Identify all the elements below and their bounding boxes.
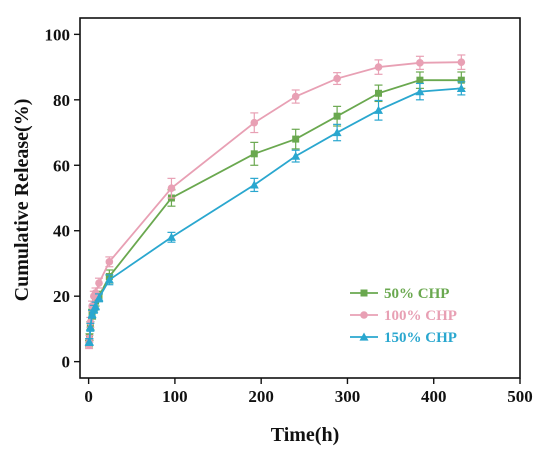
x-tick-label: 300 bbox=[335, 387, 361, 406]
data-point bbox=[416, 76, 424, 84]
legend-item-3: 150% CHP bbox=[350, 330, 457, 346]
series-line bbox=[88, 87, 462, 343]
data-point bbox=[456, 83, 466, 92]
data-point bbox=[457, 58, 466, 66]
data-point bbox=[457, 76, 465, 84]
x-axis-title: Time(h) bbox=[271, 424, 340, 446]
legend-marker bbox=[359, 332, 369, 341]
data-point bbox=[291, 151, 301, 160]
plot-area bbox=[84, 54, 466, 350]
x-tick-label: 100 bbox=[162, 387, 188, 406]
legend-label: 150% CHP bbox=[384, 330, 457, 346]
data-point bbox=[292, 135, 300, 143]
data-point bbox=[333, 112, 341, 120]
x-tick-label: 500 bbox=[507, 387, 533, 406]
data-point bbox=[250, 118, 259, 127]
data-point bbox=[416, 59, 424, 67]
data-point bbox=[104, 275, 114, 284]
legend-label: 50% CHP bbox=[384, 286, 449, 302]
legend-label: 100% CHP bbox=[384, 308, 457, 324]
y-tick-label: 0 bbox=[62, 353, 71, 372]
data-point bbox=[167, 184, 176, 192]
legend: 50% CHP 100% CHP 150% CHP bbox=[350, 286, 457, 346]
legend-marker bbox=[360, 311, 368, 319]
axes: 0 100 200 300 400 500 0 20 40 60 80 100 bbox=[45, 17, 533, 406]
data-point bbox=[94, 293, 104, 302]
plot-frame bbox=[79, 17, 521, 379]
data-point bbox=[91, 301, 101, 310]
data-point bbox=[374, 63, 383, 71]
data-point bbox=[415, 87, 425, 96]
data-point bbox=[374, 105, 384, 114]
data-point bbox=[375, 89, 383, 97]
data-point bbox=[250, 150, 258, 158]
data-point bbox=[249, 180, 259, 189]
y-tick-label: 80 bbox=[53, 91, 70, 110]
data-point bbox=[91, 289, 100, 297]
x-tick-label: 0 bbox=[84, 387, 93, 406]
series-line bbox=[88, 79, 462, 344]
x-tick-label: 200 bbox=[248, 387, 274, 406]
y-tick-label: 60 bbox=[53, 156, 70, 175]
series-line bbox=[88, 61, 462, 346]
y-tick-label: 40 bbox=[53, 222, 70, 241]
y-axis-title: Cumulative Release(%) bbox=[11, 99, 33, 302]
legend-marker bbox=[360, 289, 368, 297]
data-point bbox=[291, 92, 300, 101]
x-tick-label: 400 bbox=[421, 387, 447, 406]
y-tick-label: 20 bbox=[53, 287, 70, 306]
series-3 bbox=[84, 81, 466, 346]
data-point bbox=[166, 232, 176, 241]
legend-item-2: 100% CHP bbox=[350, 308, 457, 324]
data-point bbox=[95, 279, 103, 287]
data-point bbox=[105, 258, 114, 266]
data-point bbox=[84, 337, 94, 346]
series-2 bbox=[85, 54, 466, 350]
y-tick-label: 100 bbox=[45, 25, 71, 44]
data-point bbox=[332, 128, 342, 137]
data-point bbox=[85, 322, 95, 331]
legend-item-1: 50% CHP bbox=[350, 286, 449, 302]
series-1 bbox=[85, 71, 466, 348]
data-point bbox=[333, 74, 341, 83]
